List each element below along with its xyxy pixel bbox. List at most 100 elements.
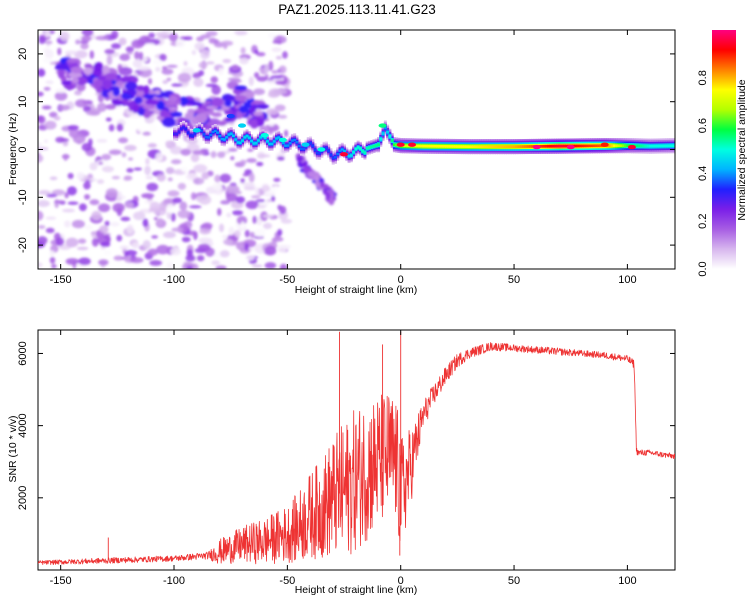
spectrogram-noise-cell	[282, 51, 288, 59]
spectrogram-noise-cell	[120, 216, 131, 222]
spectrogram-branch-cell	[250, 118, 258, 128]
spectrogram-noise-cell	[252, 215, 257, 224]
spectrogram-noise-cell	[256, 76, 268, 82]
spectrogram-ridge-cell	[506, 145, 510, 148]
spectrogram-ridge-cell	[449, 145, 453, 148]
spectrogram-ridge-cell	[313, 148, 317, 152]
spectrogram-noise-cell	[53, 200, 66, 204]
spectrogram-ridge-cell	[619, 144, 623, 148]
spectrogram-branch-cell	[102, 65, 110, 76]
spectrogram-noise-cell	[62, 208, 75, 213]
spectrogram-ridge-cell	[327, 149, 331, 153]
spectrogram-ridge-cell	[238, 141, 242, 145]
spectrogram-branch-cell	[104, 78, 113, 89]
spectrogram-hotspot	[301, 142, 310, 147]
spectrogram-noise-cell	[167, 190, 180, 197]
spectrogram-noise-cell	[91, 210, 102, 221]
snr-x-label: Height of straight line (km)	[295, 584, 418, 596]
spectrogram-noise-cell	[74, 99, 88, 108]
spectrogram-noise-cell	[131, 39, 144, 49]
spectrogram-noise-cell	[115, 197, 122, 202]
spectrogram-noise-cell	[146, 182, 159, 192]
spectrogram-noise-cell	[85, 110, 100, 116]
spectrogram-noise-cell	[75, 39, 81, 45]
spectrogram-branch-cell	[224, 117, 233, 122]
y-tick-label: -20	[17, 237, 29, 253]
spectrogram-branch-cell	[68, 72, 82, 78]
spectrogram-noise-cell	[38, 236, 48, 245]
spectrogram-noise-cell	[271, 237, 278, 244]
spectrogram-ridge-cell	[651, 144, 655, 148]
spectrogram-noise-cell	[254, 49, 259, 55]
x-tick-label: 50	[508, 575, 520, 587]
spectrogram-ridge-cell	[252, 142, 256, 145]
spectrogram-noise-cell	[257, 154, 271, 158]
spectrogram-noise-cell	[126, 51, 133, 55]
spectrogram-ridge-cell	[615, 144, 619, 148]
spectrogram-branch-cell	[194, 113, 208, 123]
spectrogram-branch-cell	[122, 75, 131, 81]
spectrogram-ridge-cell	[528, 145, 532, 148]
spectrogram-branch-cell	[126, 89, 137, 95]
spectrogram-noise-cell	[125, 46, 134, 53]
spectrogram-noise-cell	[43, 57, 53, 64]
spectrogram-noise-cell	[227, 147, 238, 152]
spectrogram-noise-cell	[268, 60, 274, 71]
spectrogram-noise-cell	[162, 231, 176, 239]
spectrogram-arm-cell	[296, 155, 304, 162]
spectrogram-noise-cell	[217, 151, 226, 158]
spectrogram-noise-cell	[117, 191, 122, 199]
spectrogram-ridge-cell	[492, 145, 496, 148]
spectrogram-noise-cell	[76, 246, 89, 251]
spectrogram-noise-cell	[177, 72, 192, 83]
spectrogram-noise-cell	[38, 154, 44, 163]
spectrogram-noise-cell	[229, 32, 237, 38]
spectrogram-noise-cell	[116, 123, 124, 132]
spectrogram-noise-cell	[242, 173, 249, 177]
spectrogram-noise-cell	[191, 50, 197, 55]
spectrogram-ridge-cell	[272, 140, 276, 143]
spectrogram-noise-cell	[190, 153, 200, 163]
spectrogram-noise-cell	[239, 57, 249, 65]
x-tick-label: -150	[50, 575, 72, 587]
spectrogram-ridge-cell	[220, 137, 224, 141]
spectrogram-branch-cell	[234, 94, 247, 102]
spectrogram-noise-cell	[253, 72, 260, 79]
spectrogram-ridge-cell	[490, 145, 494, 148]
spectrogram-noise-cell	[248, 76, 254, 87]
spectrogram-noise-cell	[264, 245, 277, 256]
spectrogram-ridge-cell	[241, 139, 245, 142]
spectrogram-ridge-cell	[454, 145, 458, 148]
spectrogram-noise-cell	[38, 262, 43, 268]
spectrogram-noise-cell	[219, 250, 230, 258]
spectrogram-noise-cell	[194, 136, 205, 146]
spectrogram-noise-cell	[221, 234, 229, 239]
spectrogram-noise-cell	[230, 156, 235, 161]
spectrogram-ridge-cell	[370, 145, 374, 149]
spectrogram-noise-cell	[57, 47, 62, 56]
spectrogram-ridge-cell	[517, 145, 521, 148]
spectrogram-arm-cell	[314, 181, 321, 187]
spectrogram-noise-cell	[278, 114, 288, 119]
spectrogram-noise-cell	[44, 120, 57, 130]
spectrogram-noise-cell	[166, 203, 175, 214]
spectrogram-noise-cell	[104, 220, 110, 227]
spectrogram-noise-cell	[145, 175, 154, 180]
spectrogram-ridge-cell	[315, 151, 319, 155]
spectrogram-branch-cell	[91, 68, 105, 77]
spectrogram-ridge-cell	[293, 138, 297, 142]
spectrogram-branch-cell	[194, 108, 206, 113]
spectrogram-noise-cell	[189, 205, 202, 209]
spectrogram-hotspot	[532, 144, 541, 150]
spectrogram-noise-cell	[192, 177, 205, 185]
y-tick-label: 6000	[17, 341, 29, 365]
spectrogram-ridge-cell	[263, 136, 267, 140]
spectrogram-ridge-cell	[469, 145, 473, 148]
spectrogram-noise-cell	[200, 49, 210, 60]
spectrogram-noise-cell	[248, 172, 255, 183]
spectrogram-noise-cell	[245, 254, 256, 261]
spectrogram-noise-cell	[121, 152, 127, 158]
spectrogram-ridge-cell	[642, 144, 646, 148]
spectrogram-noise-cell	[156, 244, 170, 255]
spectrogram-noise-cell	[219, 173, 232, 183]
